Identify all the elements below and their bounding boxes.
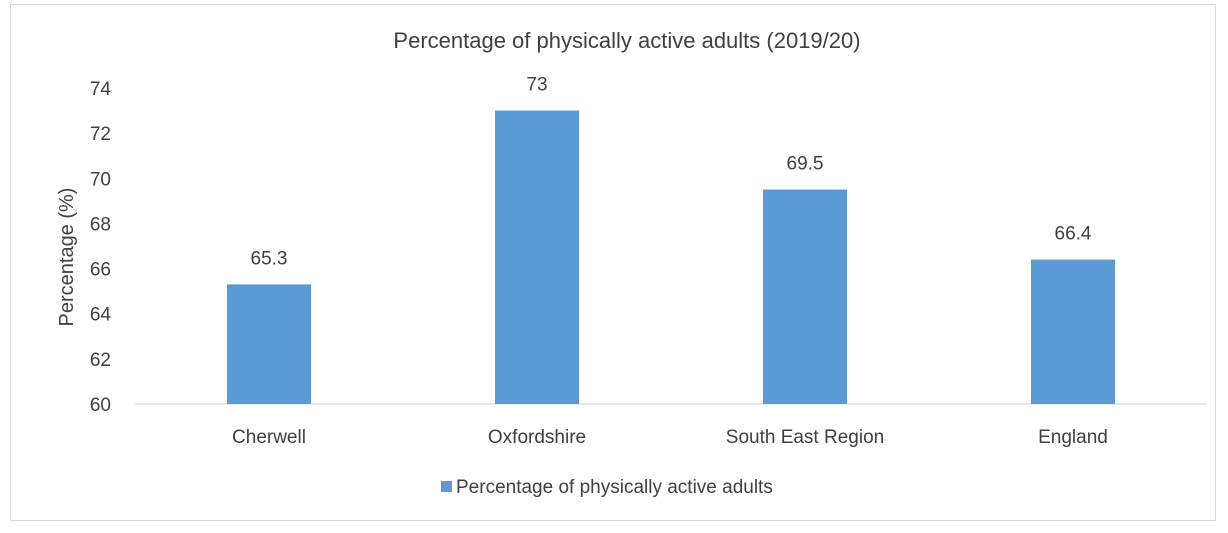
data-labels-group: 65.3 73 69.5 66.4 [251, 75, 1092, 270]
y-axis-title: Percentage (%) [56, 188, 78, 327]
bar-data-label: 66.4 [1055, 224, 1092, 245]
y-tick-label: 60 [90, 395, 111, 416]
category-label: South East Region [726, 427, 884, 448]
category-label: Cherwell [232, 427, 306, 448]
chart-area: Percentage of physically active adults (… [10, 4, 1216, 521]
bar [227, 284, 311, 404]
bar-data-label: 69.5 [787, 154, 824, 175]
bar-chart: Percentage of physically active adults (… [56, 28, 1207, 498]
bars-group [227, 110, 1115, 405]
bar [763, 189, 847, 404]
legend-label: Percentage of physically active adults [456, 477, 773, 498]
bar [1031, 259, 1115, 404]
y-tick-label: 62 [90, 350, 111, 371]
legend: Percentage of physically active adults [441, 477, 773, 498]
y-tick-label: 70 [90, 169, 111, 190]
category-label: England [1038, 427, 1108, 448]
y-tick-labels: 60 62 64 66 68 70 72 74 [90, 79, 112, 416]
y-tick-label: 72 [90, 124, 111, 145]
bar-data-label: 65.3 [251, 248, 288, 269]
bar-data-label: 73 [526, 75, 547, 96]
category-label: Oxfordshire [488, 427, 586, 448]
legend-swatch [441, 481, 452, 492]
y-tick-label: 68 [90, 214, 111, 235]
y-tick-label: 74 [90, 79, 112, 100]
chart-title: Percentage of physically active adults (… [393, 28, 860, 53]
category-labels-group: Cherwell Oxfordshire South East Region Engl… [232, 427, 1108, 448]
y-tick-label: 66 [90, 260, 111, 281]
y-tick-label: 64 [90, 305, 112, 326]
bar [495, 110, 579, 405]
